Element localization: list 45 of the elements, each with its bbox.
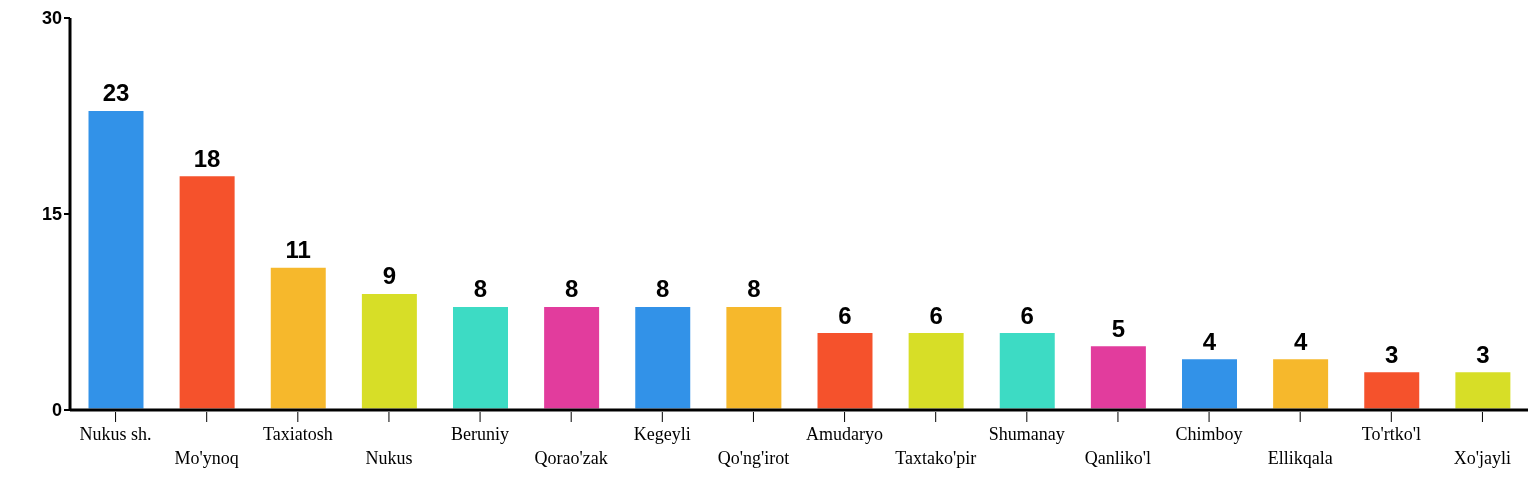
bar <box>1270 356 1332 410</box>
data-label: 5 <box>1111 314 1126 342</box>
x-tick-label: Amudaryo <box>806 424 884 444</box>
bar <box>905 330 967 410</box>
data-label: 8 <box>747 275 761 303</box>
x-tick-label: Beruniy <box>451 424 510 444</box>
data-label: 11 <box>285 236 311 264</box>
x-tick-label: Nukus sh. <box>79 424 152 444</box>
y-tick-label: 0 <box>51 400 62 421</box>
x-tick-label: Kegeyli <box>633 424 691 444</box>
x-tick-label: Chimboy <box>1175 424 1243 444</box>
x-tick-label: Nukus <box>365 448 413 468</box>
x-tick-label: Qo'ng'irot <box>717 448 790 468</box>
y-tick-label: 30 <box>41 8 62 29</box>
x-tick-label: Taxiatosh <box>262 424 333 444</box>
data-label: 6 <box>1020 301 1034 329</box>
data-label: 4 <box>1293 327 1308 355</box>
bar <box>176 173 238 410</box>
data-label: 8 <box>473 275 488 303</box>
data-label: 6 <box>929 301 943 329</box>
x-tick-label: Qorao'zak <box>534 448 608 468</box>
x-tick-label: To'rtko'l <box>1361 424 1421 444</box>
data-label: 4 <box>1202 327 1217 355</box>
bar <box>1087 343 1149 410</box>
bar <box>1361 369 1423 410</box>
data-label: 9 <box>382 262 397 290</box>
data-label: 3 <box>1476 340 1490 368</box>
data-label: 8 <box>656 275 670 303</box>
bar <box>267 264 329 410</box>
x-tick-label: Taxtako'pir <box>895 448 977 468</box>
data-label: 23 <box>102 79 130 107</box>
x-tick-label: Shumanay <box>988 424 1065 444</box>
data-label: 3 <box>1385 340 1399 368</box>
x-tick-label: Ellikqala <box>1267 448 1333 468</box>
y-tick-label: 15 <box>41 204 62 225</box>
data-label: 18 <box>193 144 221 172</box>
data-label: 6 <box>838 301 852 329</box>
bar <box>814 330 876 410</box>
x-tick-label: Xo'jayli <box>1453 448 1512 468</box>
x-tick-label: Qanliko'l <box>1084 448 1152 468</box>
bar <box>996 330 1058 410</box>
x-tick-label: Mo'ynoq <box>174 448 239 468</box>
bar <box>1179 356 1240 410</box>
bar <box>1452 369 1514 410</box>
data-label: 8 <box>564 275 579 303</box>
